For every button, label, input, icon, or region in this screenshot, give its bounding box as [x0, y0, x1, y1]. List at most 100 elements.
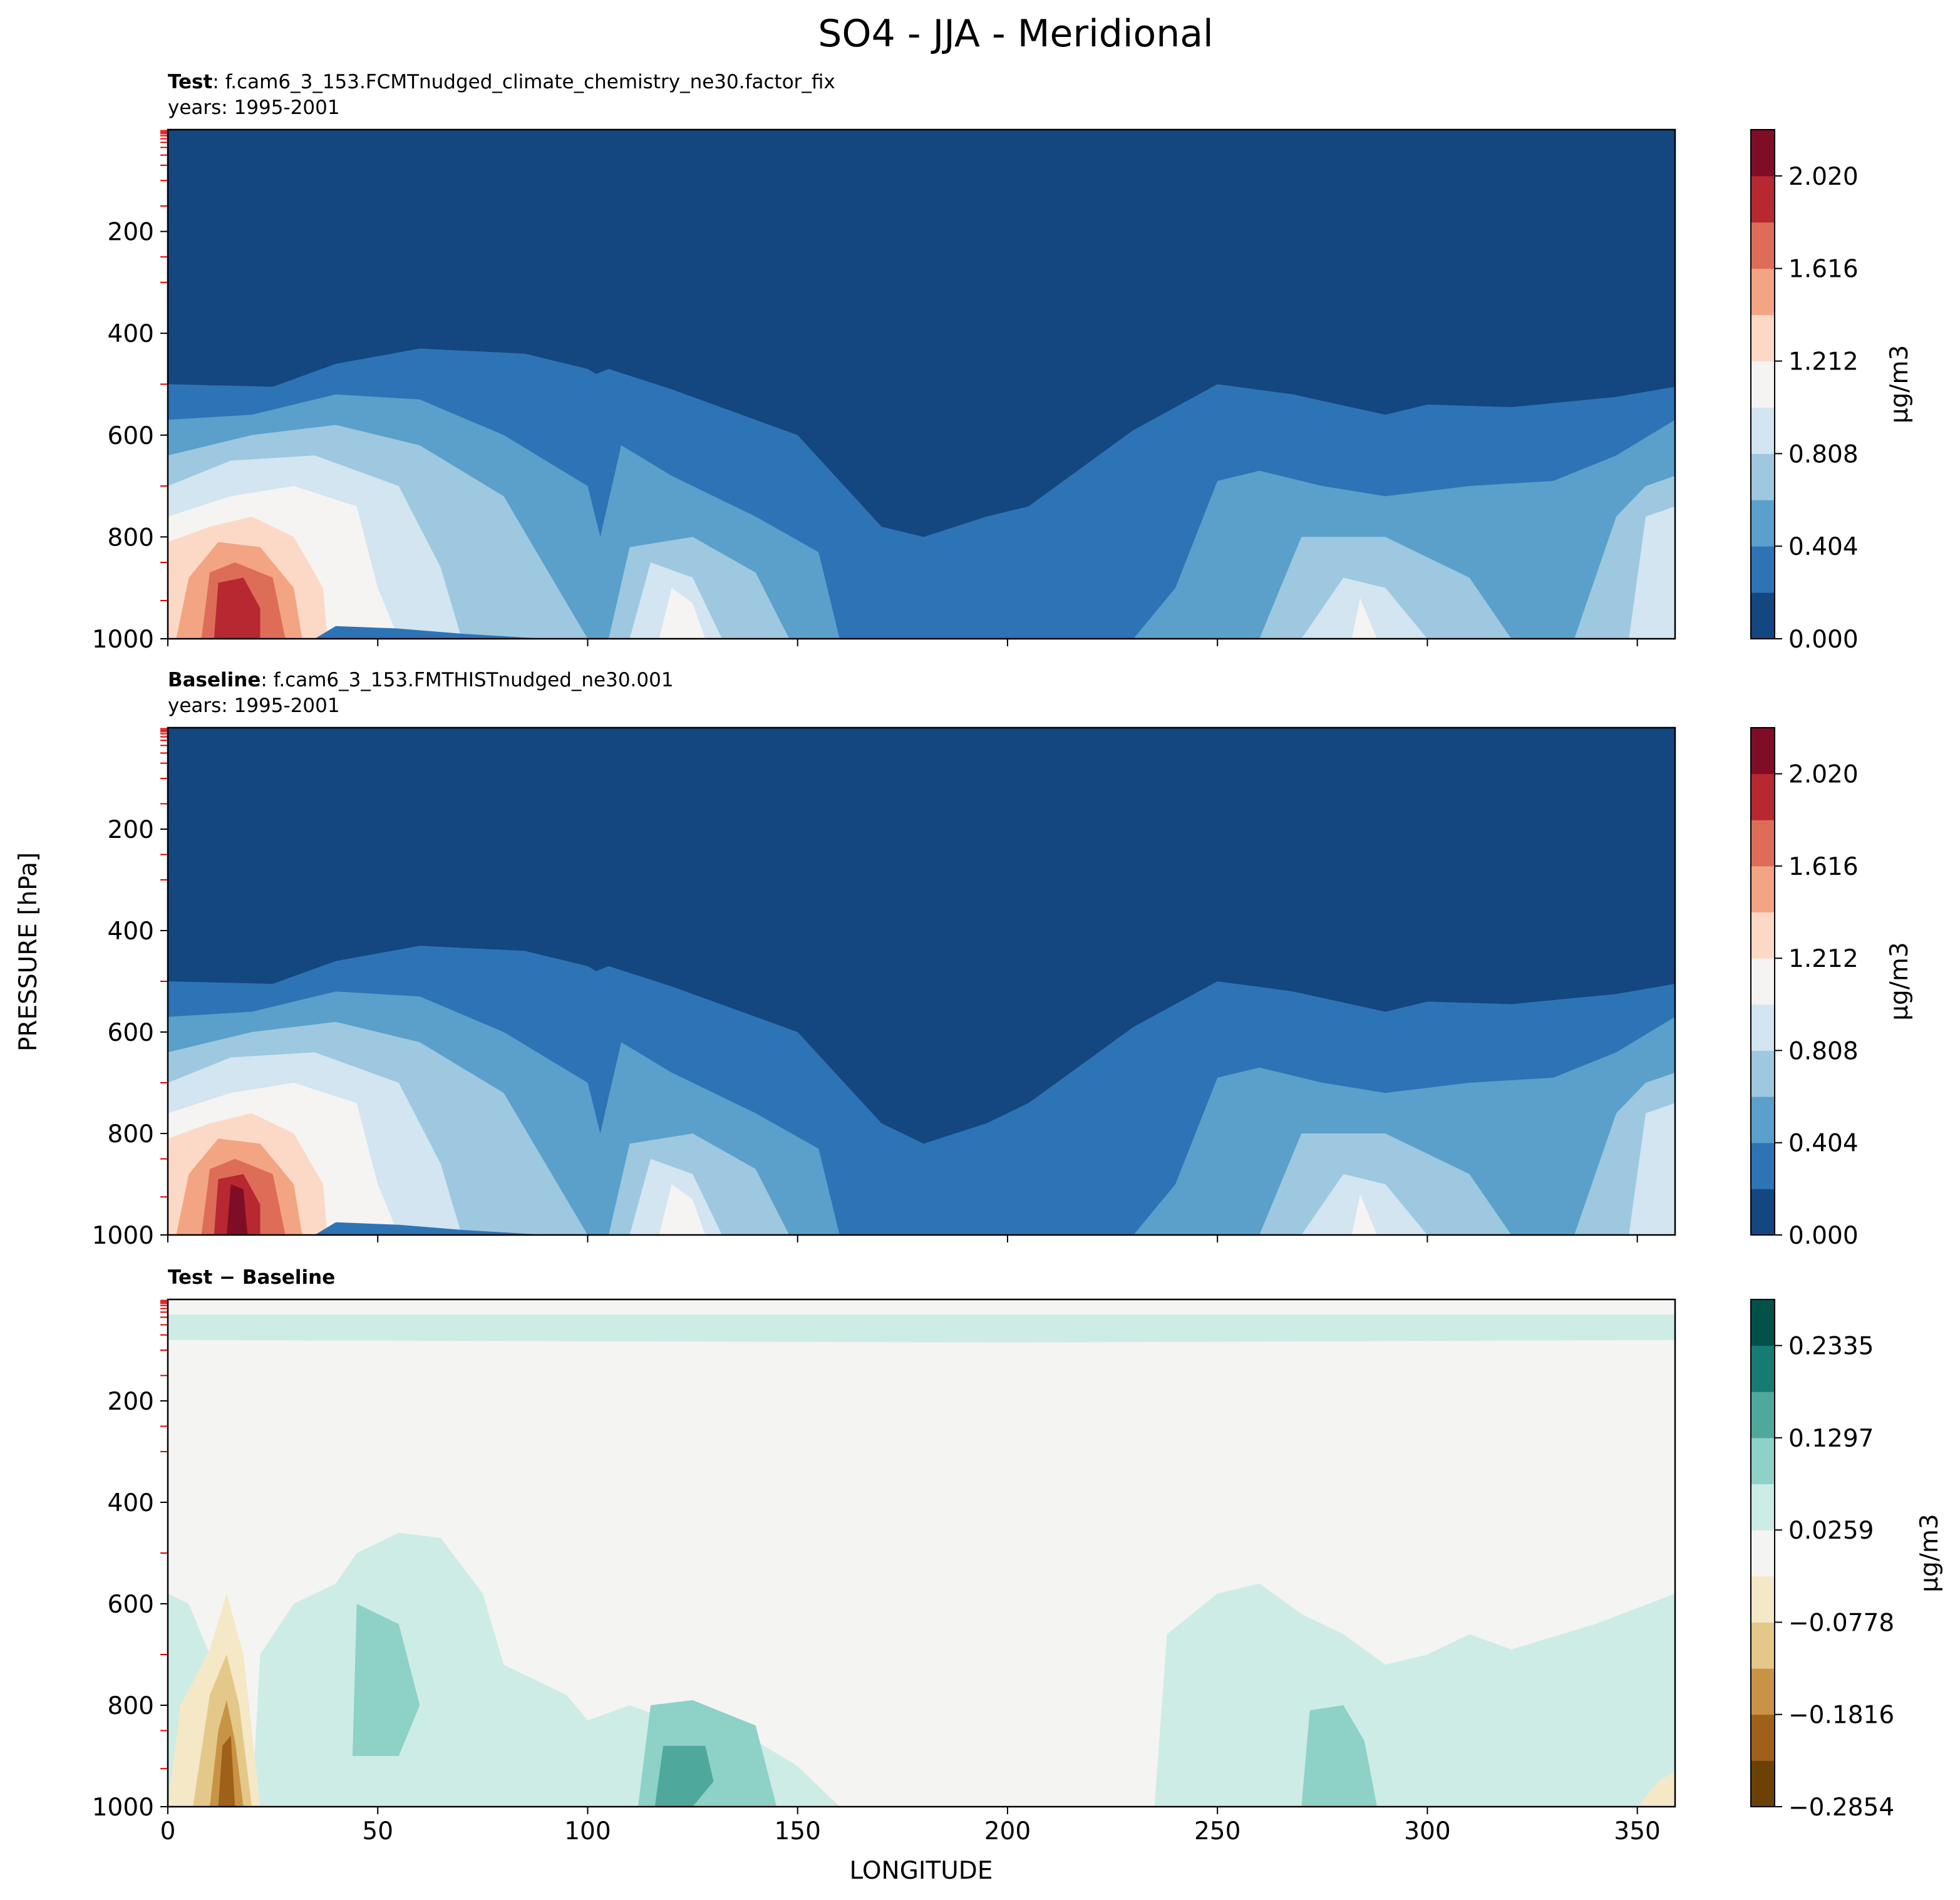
panel-diff-ticks: 0 50 100 150 200 250 300 350 200 400 600 800 1000 [92, 1299, 1661, 1846]
panel-diff-title: Test − Baseline [168, 1266, 335, 1289]
contour-band [1154, 1583, 1675, 1807]
colorbar-label: μg/m3 [1885, 345, 1914, 424]
colorbar-segment [1751, 500, 1775, 547]
colorbar-tick-label: 0.1297 [1788, 1425, 1874, 1453]
colorbar-segment [1751, 268, 1775, 316]
colorbar-tick-label: 0.808 [1788, 440, 1859, 468]
colorbar-segment [1751, 820, 1775, 867]
panel-baseline-title-text: : f.cam6_3_153.FMTHISTnudged_ne30.001 [260, 669, 673, 691]
contour-band [1301, 1174, 1428, 1235]
colorbar-segment [1751, 130, 1775, 177]
x-tick-label: 150 [774, 1817, 820, 1846]
contour-band [168, 1314, 1675, 1343]
colorbar-segment [1751, 1760, 1775, 1807]
colorbar-tick-label: −0.0778 [1788, 1609, 1894, 1637]
colorbar-tick-label: 1.212 [1788, 945, 1859, 973]
colorbar-segment [1751, 314, 1775, 362]
x-tick-label: 350 [1614, 1817, 1660, 1846]
colorbar-segment [1751, 773, 1775, 820]
panel-test-title-bold: Test [168, 71, 213, 93]
figure-title: SO4 - JJA - Meridional [818, 12, 1213, 56]
colorbar-tick-label: 0.404 [1788, 533, 1859, 561]
x-tick-label: 100 [564, 1817, 611, 1846]
panel-baseline-title: Baseline: f.cam6_3_153.FMTHISTnudged_ne3… [168, 669, 674, 691]
x-tick-label: 300 [1404, 1817, 1450, 1846]
y-tick-label: 200 [108, 219, 154, 247]
y-axis-label: PRESSURE [hPa] [14, 852, 43, 1051]
contour-band [226, 1184, 248, 1235]
colorbar-frame [1750, 1299, 1775, 1807]
colorbar-tick-label: −0.1816 [1788, 1701, 1894, 1730]
colorbar-segment [1751, 1097, 1775, 1144]
contour-band [353, 1604, 420, 1756]
colorbar-segment [1751, 222, 1775, 269]
x-axis-label: LONGITUDE [850, 1857, 993, 1885]
contour-band [1629, 506, 1675, 639]
panel-baseline-years: years: 1995-2001 [168, 694, 340, 717]
colorbar-segment [1751, 912, 1775, 959]
y-tick-label: 400 [108, 917, 154, 946]
y-tick-label: 800 [108, 1692, 154, 1720]
colorbar-tick-label: 1.616 [1788, 853, 1859, 881]
contour-band [1351, 598, 1377, 639]
contour-band [218, 1735, 235, 1807]
colorbar-segment [1751, 546, 1775, 593]
panel-test-title-text: : f.cam6_3_153.FCMTnudged_climate_chemis… [212, 71, 835, 93]
contour-band [1301, 577, 1428, 639]
colorbar-tick-label: 2.020 [1788, 163, 1859, 191]
panel-diff-bands [168, 1299, 1675, 1807]
contour-band [659, 587, 706, 639]
y-tick-label: 800 [108, 1120, 154, 1149]
panel-baseline-bands [168, 728, 1675, 1235]
colorbar-test: 0.000 0.404 0.808 1.212 1.616 2.020 μg/m3 [1750, 129, 1914, 654]
colorbar-tick-label: 0.808 [1788, 1037, 1859, 1065]
colorbar-tick-label: −0.2854 [1788, 1794, 1894, 1822]
contour-band [1629, 1103, 1675, 1235]
colorbar-segment [1751, 865, 1775, 913]
panel-diff-frame [167, 1298, 1676, 1808]
colorbar-segment [1751, 1299, 1775, 1346]
y-tick-label: 200 [108, 1388, 154, 1416]
colorbar-segment [1751, 958, 1775, 1005]
colorbar-segment [1751, 1622, 1775, 1669]
panel-test: Test: f.cam6_3_153.FCMTnudged_climate_ch… [92, 71, 1676, 654]
colorbar-segment [1751, 175, 1775, 223]
colorbar-segment [1751, 1437, 1775, 1485]
colorbar-tick-label: 0.000 [1788, 1222, 1859, 1250]
colorbar-segment [1751, 1668, 1775, 1715]
colorbar-tick-label: 0.404 [1788, 1130, 1859, 1158]
y-tick-label: 400 [108, 1489, 154, 1517]
contour-band [654, 1745, 714, 1807]
colorbar-segment [1751, 407, 1775, 454]
panel-test-title: Test: f.cam6_3_153.FCMTnudged_climate_ch… [168, 71, 835, 93]
colorbar-tick-label: 0.0259 [1788, 1517, 1874, 1545]
colorbar-segment [1751, 1391, 1775, 1438]
panel-test-frame [167, 128, 1676, 640]
y-tick-label: 1000 [92, 1794, 154, 1822]
colorbar-tick-label: 2.020 [1788, 761, 1859, 789]
panel-test-years: years: 1995-2001 [168, 96, 340, 119]
colorbar-segment [1751, 728, 1775, 775]
y-tick-label: 1000 [92, 1222, 154, 1250]
colorbar-tick-label: 1.616 [1788, 256, 1859, 284]
panel-baseline-frame [167, 726, 1676, 1236]
colorbar-frame [1750, 727, 1775, 1236]
y-tick-label: 600 [108, 1591, 154, 1619]
contour-band [314, 1222, 546, 1235]
colorbar-segment [1751, 1004, 1775, 1051]
colorbar-segment [1751, 1345, 1775, 1392]
contour-band [1351, 1194, 1377, 1235]
colorbar-segment [1751, 1142, 1775, 1189]
panel-baseline: Baseline: f.cam6_3_153.FMTHISTnudged_ne3… [92, 669, 1676, 1250]
colorbar-segment [1751, 1576, 1775, 1623]
x-tick-label: 200 [984, 1817, 1031, 1846]
colorbar-segment [1751, 361, 1775, 408]
contour-band [214, 577, 260, 639]
colorbar-diff: −0.2854 −0.1816 −0.0778 0.0259 0.1297 0.2335 μ… [1750, 1299, 1944, 1822]
colorbar-tick-label: 1.212 [1788, 348, 1859, 376]
contour-band [1637, 1771, 1675, 1807]
colorbar-frame [1750, 129, 1775, 639]
y-tick-label: 200 [108, 816, 154, 844]
x-tick-label: 0 [160, 1817, 176, 1846]
